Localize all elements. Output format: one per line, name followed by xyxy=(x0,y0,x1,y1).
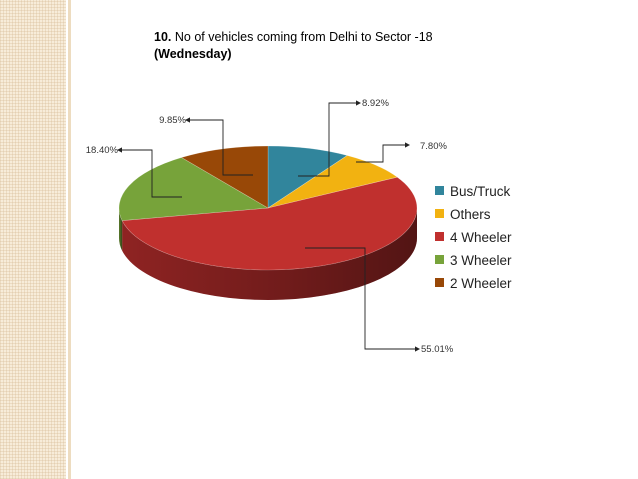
legend-swatch-2-wheeler xyxy=(435,278,444,287)
leader-line-3-wheeler xyxy=(122,149,182,198)
decorative-side-line xyxy=(68,0,71,479)
legend-swatch-bus-truck xyxy=(435,186,444,195)
legend-label-3-wheeler: 3 Wheeler xyxy=(450,253,512,268)
leader-arrow-4-wheeler xyxy=(415,346,420,352)
pie-slice-bus-truck xyxy=(267,145,348,209)
data-label-bus-truck: 8.92% xyxy=(362,98,389,109)
leader-arrow-bus-truck xyxy=(356,100,361,106)
legend-swatch-4-wheeler xyxy=(435,232,444,241)
leader-arrow-others xyxy=(405,142,410,148)
chart-title-day: (Wednesday) xyxy=(154,47,232,61)
pie-slice-4-wheeler xyxy=(121,176,418,271)
pie-side-shade-4-wheeler xyxy=(122,208,417,300)
data-label-3-wheeler: 18.40% xyxy=(86,145,119,156)
leader-line-4-wheeler xyxy=(305,247,415,350)
legend-swatch-3-wheeler xyxy=(435,255,444,264)
legend-label-bus-truck: Bus/Truck xyxy=(450,184,511,199)
leader-line-2-wheeler xyxy=(190,119,253,176)
legend-label-others: Others xyxy=(450,207,491,222)
chart-title-text: No of vehicles coming from Delhi to Sect… xyxy=(171,30,433,44)
legend-label-2-wheeler: 2 Wheeler xyxy=(450,276,512,291)
data-label-2-wheeler: 9.85% xyxy=(159,115,186,126)
chart-title: 10. No of vehicles coming from Delhi to … xyxy=(154,29,594,63)
pie-slice-others xyxy=(267,155,399,209)
chart-title-number: 10. xyxy=(154,30,172,44)
legend-label-4-wheeler: 4 Wheeler xyxy=(450,230,512,245)
leader-arrow-2-wheeler xyxy=(185,117,190,123)
legend: Bus/Truck Others 4 Wheeler 3 Wheeler 2 Wheel… xyxy=(435,184,512,291)
pie-leaders xyxy=(117,100,420,352)
pie-slice-3-wheeler xyxy=(118,157,269,221)
pie-labels: 8.92% 7.80% 55.01% 18.40% 9.85% xyxy=(86,98,454,355)
pie-sides xyxy=(119,208,417,300)
legend-swatch-others xyxy=(435,209,444,218)
leader-line-others xyxy=(356,144,405,163)
leader-arrow-3-wheeler xyxy=(117,147,122,153)
decorative-side-band xyxy=(0,0,66,479)
data-label-4-wheeler: 55.01% xyxy=(421,344,454,355)
pie-side-shade-3-wheeler xyxy=(119,208,123,251)
data-label-others: 7.80% xyxy=(420,141,447,152)
leader-line-bus-truck xyxy=(298,102,356,177)
pie-tops xyxy=(118,145,418,271)
